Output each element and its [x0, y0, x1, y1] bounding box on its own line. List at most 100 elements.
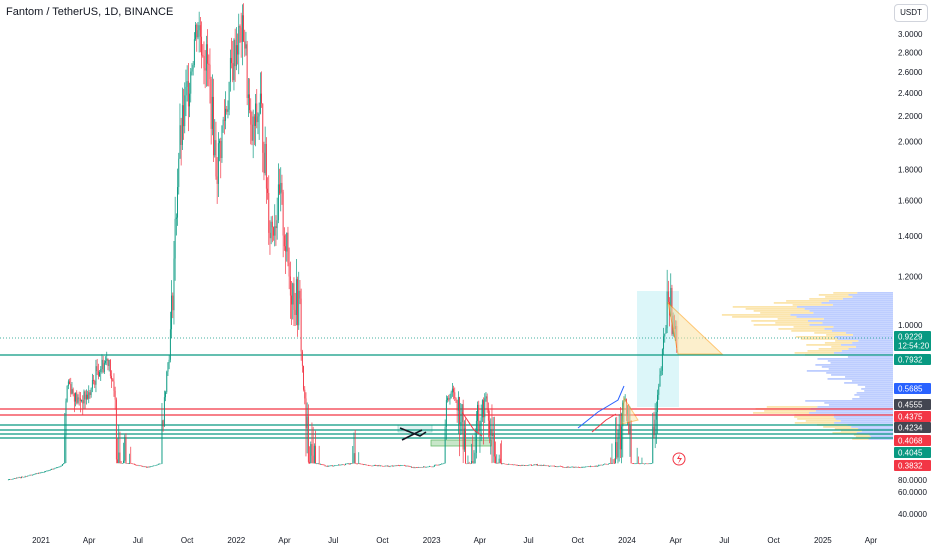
price-tick-label: 2.8000 [898, 48, 923, 57]
candle-body [390, 465, 392, 467]
candle-body [102, 359, 104, 372]
candle-body [435, 464, 437, 466]
candle-body [237, 45, 239, 55]
vp-bar [870, 436, 893, 438]
candle-body [347, 463, 349, 465]
candle-body [154, 465, 156, 467]
candle-body [431, 466, 433, 468]
candle-body [664, 333, 666, 337]
candle-body [271, 221, 273, 228]
trend-arrow[interactable] [461, 411, 483, 437]
price-badge [894, 354, 931, 365]
candle-body [111, 375, 113, 380]
trend-arrow[interactable] [591, 413, 617, 433]
candle-body [603, 464, 605, 465]
candle-body [252, 116, 254, 141]
candle-body [136, 465, 138, 466]
trend-arrow[interactable] [399, 427, 427, 437]
candle-body [91, 380, 93, 389]
candle-body [166, 371, 168, 393]
time-tick-label: Jul [719, 536, 729, 545]
candle-body [471, 460, 473, 464]
time-tick-label: Oct [181, 536, 194, 545]
candle-body [145, 466, 147, 468]
candle-body [151, 465, 153, 467]
candle-body [87, 394, 89, 399]
candle-body [147, 466, 149, 468]
candle-body [181, 105, 183, 145]
candle-body [558, 466, 560, 467]
price-badge-label: 0.4234 [898, 424, 923, 433]
candle-body [199, 25, 201, 37]
candle-body [227, 109, 229, 112]
candle-body [376, 465, 378, 467]
candle-body [505, 463, 507, 465]
candle-body [256, 103, 258, 123]
trend-arrow[interactable] [401, 429, 423, 441]
candle-body [29, 474, 31, 476]
candle-body [159, 463, 161, 465]
candle-body [85, 394, 87, 400]
candle-body [59, 466, 61, 468]
vp-bar [851, 380, 893, 382]
candle-body [514, 464, 516, 466]
candle-body [250, 110, 252, 125]
vp-bar [831, 346, 856, 348]
event-marker[interactable] [672, 452, 686, 466]
candle-body [491, 429, 493, 437]
triangle-drawing[interactable] [621, 396, 639, 425]
candle-body [604, 463, 606, 465]
candle-body [652, 426, 654, 464]
candle-body [113, 381, 115, 391]
candle-body [371, 465, 373, 467]
candle-body [265, 143, 267, 189]
candle-body [570, 466, 572, 468]
candle-body [114, 390, 116, 400]
candle-body [502, 463, 504, 465]
price-tick-label: 1.4000 [898, 232, 923, 241]
price-tick-label: 40.0000 [898, 510, 927, 519]
vp-bar [851, 426, 893, 428]
candle-body [609, 463, 611, 464]
price-tick-label: 1.2000 [898, 273, 923, 282]
vp-bar [795, 336, 835, 338]
candle-body [550, 465, 552, 467]
candle-body [13, 478, 15, 479]
candle-body [574, 466, 576, 468]
vp-bar [809, 298, 843, 300]
candle-body [401, 465, 403, 466]
currency-selector[interactable]: USDT [894, 4, 928, 22]
candle-body [232, 63, 234, 81]
candle-body [385, 465, 387, 467]
trend-arrow[interactable] [577, 385, 625, 429]
time-tick-label: Oct [376, 536, 389, 545]
time-axis[interactable]: 2021 Apr Jul Oct 2022 Apr Jul Oct 2023 Apr Jul Oct 2… [32, 536, 877, 545]
vp-bar [858, 340, 893, 342]
symbol-title[interactable]: Fantom / TetherUS, 1D, BINANCE [6, 6, 174, 18]
candle-body [378, 465, 380, 466]
vp-bar [835, 418, 893, 420]
triangle-drawing[interactable] [667, 301, 724, 355]
candle-body [645, 463, 647, 465]
candle-body [405, 465, 407, 467]
candle-body [517, 465, 519, 466]
candle-body [215, 140, 217, 177]
vp-bar [815, 410, 893, 412]
candle-body [479, 425, 481, 432]
price-badge-label: 0.4045 [898, 449, 923, 458]
vp-bar [796, 316, 893, 318]
candle-body [321, 464, 323, 465]
candle-body [360, 463, 362, 465]
candle-body [423, 466, 425, 468]
candle-body [63, 463, 65, 465]
candle-body [101, 359, 103, 369]
candle-body [425, 467, 427, 468]
candle-body [195, 24, 197, 40]
candle-body [46, 470, 48, 472]
candle-body [391, 465, 393, 467]
candle-body [481, 400, 483, 418]
price-tick-label: 80.0000 [898, 476, 927, 485]
flash-event-icon[interactable] [672, 452, 686, 466]
price-axis[interactable]: 3.0000 2.8000 2.6000 2.4000 2.2000 2.0000 1.80… [893, 0, 932, 550]
